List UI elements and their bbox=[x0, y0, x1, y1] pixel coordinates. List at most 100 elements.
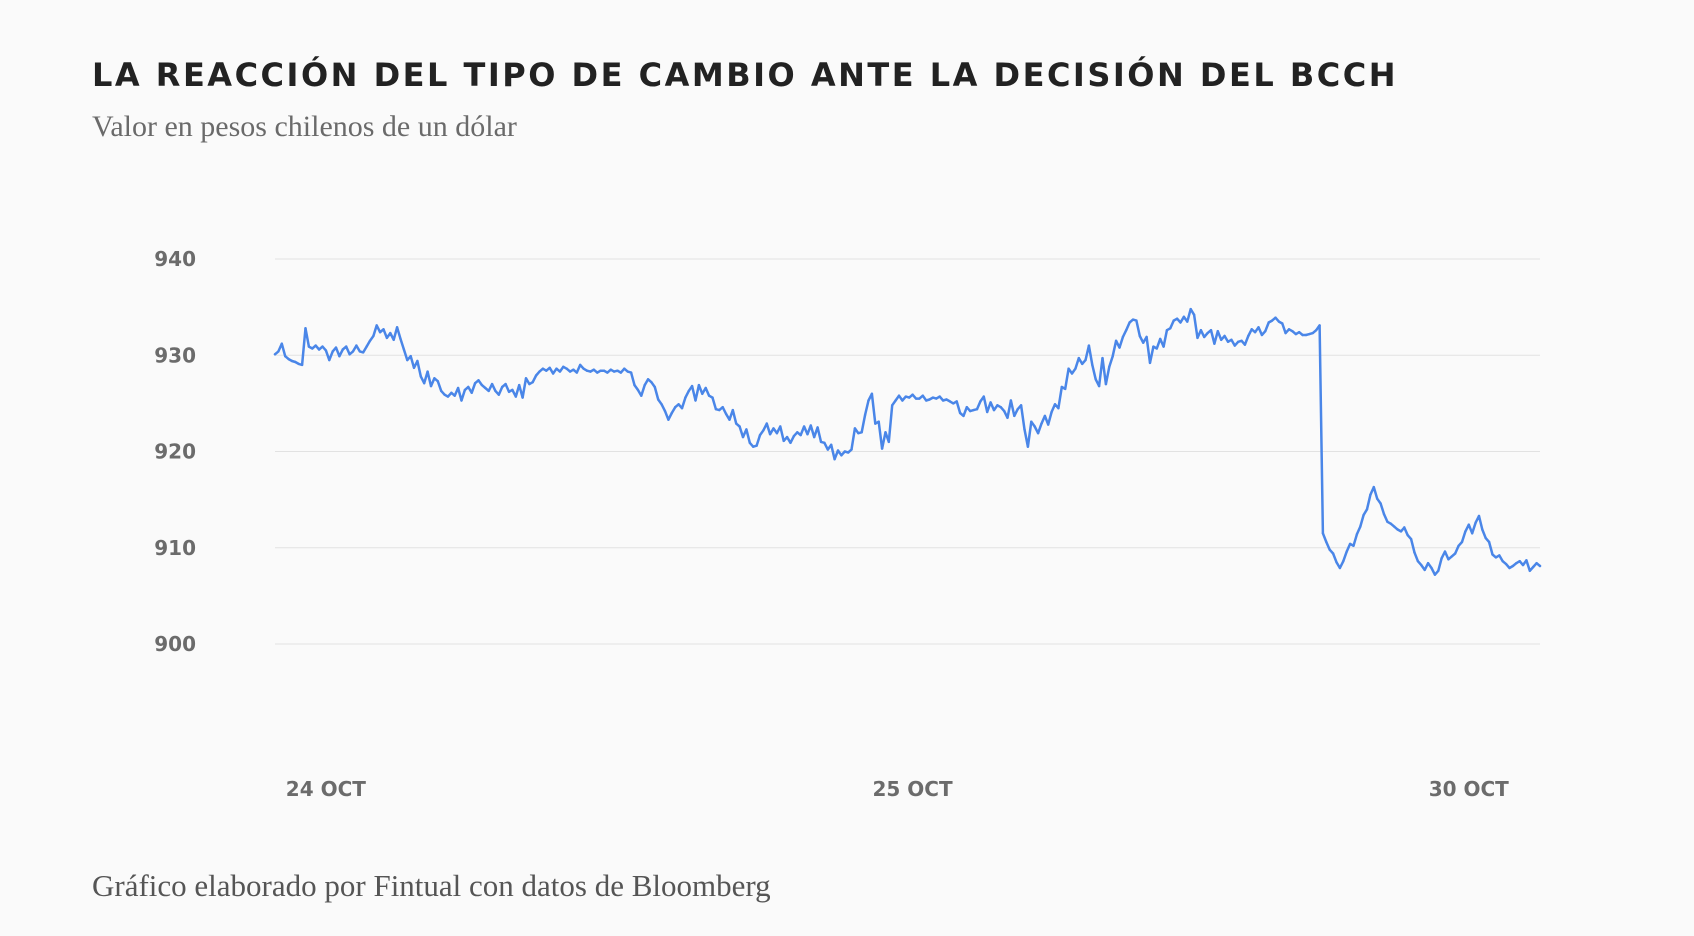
data-point bbox=[1050, 410, 1053, 414]
data-point bbox=[579, 363, 582, 367]
data-point bbox=[1199, 329, 1203, 332]
data-point bbox=[1033, 425, 1036, 428]
data-point bbox=[748, 441, 751, 444]
exchange-rate-chart: 940 930 920 910 900 24 OCT 25 OCT 30 OCT bbox=[154, 247, 1542, 800]
data-point bbox=[1074, 367, 1077, 370]
data-point bbox=[1518, 560, 1521, 563]
data-point bbox=[809, 424, 812, 427]
data-point bbox=[436, 380, 439, 383]
data-point bbox=[843, 450, 846, 453]
data-point bbox=[450, 391, 453, 394]
data-point bbox=[1104, 382, 1108, 386]
y-tick-label: 900 bbox=[154, 632, 196, 656]
y-tick-label: 930 bbox=[154, 343, 196, 367]
chart-subtitle: Valor en pesos chilenos de un dólar bbox=[92, 110, 517, 143]
data-point bbox=[1433, 573, 1437, 576]
data-point bbox=[389, 331, 392, 335]
data-point bbox=[714, 408, 718, 411]
data-point bbox=[646, 378, 650, 381]
data-point bbox=[972, 408, 975, 412]
data-point bbox=[860, 431, 863, 434]
data-point bbox=[1006, 416, 1009, 419]
data-point bbox=[819, 440, 823, 444]
data-point bbox=[1114, 339, 1118, 342]
data-point bbox=[1142, 341, 1145, 344]
data-point bbox=[1426, 562, 1430, 565]
data-point bbox=[1491, 553, 1494, 556]
data-point bbox=[1494, 556, 1498, 559]
data-point bbox=[938, 395, 941, 398]
data-point bbox=[887, 440, 890, 444]
data-point bbox=[1101, 356, 1104, 360]
data-point bbox=[969, 409, 972, 413]
data-point bbox=[1504, 562, 1508, 566]
data-point bbox=[735, 422, 738, 425]
data-point bbox=[334, 346, 338, 349]
data-point bbox=[901, 399, 904, 402]
data-point bbox=[925, 399, 928, 402]
data-point bbox=[351, 350, 355, 353]
data-point bbox=[1108, 365, 1111, 368]
data-point bbox=[1175, 317, 1179, 320]
data-point bbox=[328, 358, 331, 362]
data-point bbox=[1464, 530, 1467, 533]
data-point bbox=[1097, 384, 1101, 388]
data-point bbox=[1393, 525, 1396, 528]
data-point bbox=[355, 344, 358, 347]
data-point bbox=[1118, 346, 1121, 349]
data-point bbox=[1182, 315, 1186, 318]
data-point bbox=[1359, 525, 1362, 528]
y-tick-label: 910 bbox=[154, 536, 196, 560]
data-point bbox=[1287, 328, 1291, 331]
data-point bbox=[382, 328, 385, 331]
y-tick-label: 940 bbox=[154, 247, 196, 271]
data-point bbox=[623, 367, 626, 370]
data-point bbox=[419, 375, 422, 378]
data-point bbox=[1043, 414, 1047, 418]
data-point bbox=[460, 399, 463, 402]
data-point bbox=[1026, 445, 1030, 448]
data-point bbox=[785, 435, 789, 439]
data-point bbox=[372, 334, 375, 338]
data-point bbox=[833, 458, 836, 461]
data-point bbox=[456, 386, 460, 390]
data-point bbox=[1009, 399, 1013, 402]
data-point bbox=[1318, 324, 1321, 327]
data-point bbox=[928, 398, 931, 401]
data-point bbox=[1528, 569, 1532, 572]
data-point bbox=[1416, 560, 1420, 563]
data-point bbox=[300, 363, 304, 367]
data-point bbox=[1315, 329, 1318, 332]
data-point bbox=[945, 398, 948, 401]
data-point bbox=[433, 377, 436, 380]
data-point bbox=[1003, 409, 1006, 413]
data-point bbox=[772, 427, 775, 430]
data-point bbox=[1450, 555, 1454, 558]
data-point bbox=[1403, 526, 1406, 529]
data-point bbox=[375, 324, 378, 327]
data-point bbox=[1389, 522, 1393, 525]
data-point bbox=[385, 336, 389, 340]
data-point bbox=[921, 394, 924, 397]
data-point bbox=[423, 382, 426, 385]
data-point bbox=[1396, 528, 1399, 531]
data-point bbox=[1538, 564, 1542, 568]
data-point bbox=[1335, 561, 1338, 564]
chart-source: Gráfico elaborado por Fintual con datos … bbox=[92, 868, 771, 903]
data-point bbox=[1264, 330, 1267, 333]
data-point bbox=[996, 404, 999, 407]
data-point bbox=[446, 395, 450, 398]
data-point bbox=[314, 344, 317, 347]
data-point bbox=[1155, 347, 1159, 350]
data-point bbox=[531, 381, 534, 384]
data-point bbox=[612, 370, 616, 373]
data-point bbox=[758, 433, 762, 437]
data-point bbox=[490, 382, 494, 386]
data-point bbox=[684, 396, 687, 399]
data-point bbox=[897, 394, 901, 397]
data-point bbox=[406, 358, 409, 362]
data-point bbox=[1481, 528, 1484, 531]
data-point bbox=[986, 410, 989, 414]
data-point bbox=[494, 389, 497, 393]
data-point bbox=[653, 385, 656, 389]
